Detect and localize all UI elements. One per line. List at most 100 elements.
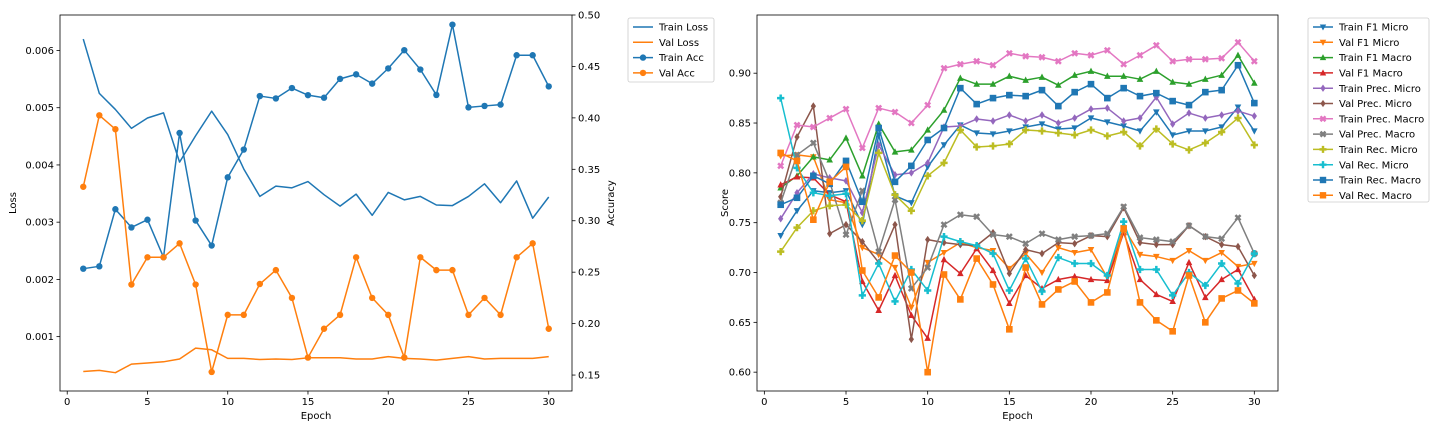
data-point	[1071, 233, 1079, 241]
data-point	[989, 281, 997, 288]
data-point	[793, 173, 801, 180]
data-point	[793, 208, 801, 215]
data-point	[1153, 109, 1160, 116]
data-point	[925, 159, 931, 167]
data-point	[1005, 233, 1013, 241]
x-axis-label: Epoch	[301, 411, 332, 422]
data-point	[1054, 236, 1062, 244]
data-point	[1218, 54, 1226, 62]
data-point	[304, 91, 312, 99]
y2-axis-label: Accuracy	[606, 180, 617, 226]
data-point	[1218, 86, 1225, 94]
data-point	[908, 335, 914, 344]
data-point	[842, 105, 850, 113]
data-point	[1071, 131, 1079, 139]
data-point	[288, 84, 296, 92]
data-point	[809, 207, 817, 215]
legend-label: Train Acc	[658, 53, 704, 64]
axes-frame	[756, 14, 1279, 392]
data-point	[793, 224, 801, 232]
data-point	[224, 174, 231, 181]
data-point	[1087, 299, 1095, 306]
legend-entry: Val Prec. Macro	[1313, 130, 1415, 141]
data-point	[1153, 89, 1160, 97]
data-point	[1104, 72, 1111, 79]
data-point	[940, 271, 948, 278]
data-point	[1087, 126, 1095, 134]
y-tick-label: 0.004	[25, 160, 54, 171]
data-point	[826, 202, 834, 210]
data-point	[1055, 119, 1061, 127]
data-point	[793, 194, 801, 202]
data-point	[859, 222, 866, 229]
data-point	[320, 325, 328, 332]
data-point	[1087, 246, 1095, 254]
data-point	[989, 61, 997, 69]
data-point	[1152, 236, 1160, 244]
legend-box	[1307, 17, 1430, 203]
data-point	[924, 126, 931, 133]
data-point	[1087, 275, 1095, 283]
data-point	[1087, 115, 1095, 122]
legend-label: Train Rec. Macro	[1338, 176, 1421, 187]
data-point	[1152, 125, 1160, 133]
y2-tick-label: 0.50	[578, 11, 600, 22]
data-point	[842, 134, 850, 141]
data-point	[1251, 112, 1257, 120]
data-point	[974, 115, 980, 123]
data-point	[891, 264, 899, 272]
data-point	[433, 266, 440, 274]
x-tick-label: 10	[921, 397, 934, 408]
data-point	[1054, 57, 1062, 65]
data-point	[481, 294, 488, 302]
data-point	[1218, 71, 1225, 78]
data-point	[1250, 57, 1258, 65]
x-tick-label: 25	[1166, 397, 1179, 408]
data-point	[1023, 245, 1029, 254]
data-point	[891, 271, 899, 279]
data-point	[320, 94, 328, 101]
data-point	[908, 169, 914, 177]
data-point	[956, 60, 964, 68]
y2-tick-label: 0.15	[578, 371, 600, 382]
y2-tick-label: 0.20	[578, 319, 600, 330]
data-point	[336, 311, 344, 319]
legend-swatch-marker	[1320, 99, 1326, 108]
data-point	[1169, 291, 1177, 300]
data-point	[859, 172, 866, 179]
data-point	[990, 117, 996, 125]
data-point	[128, 281, 135, 288]
data-point	[777, 94, 785, 102]
data-point	[891, 148, 899, 155]
legend-entry: Train F1 Macro	[1313, 53, 1412, 64]
x-tick-label: 15	[302, 397, 315, 408]
data-point	[793, 157, 801, 165]
y-tick-label: 0.001	[25, 332, 54, 343]
data-point	[842, 190, 850, 198]
data-point	[875, 149, 883, 157]
data-point	[1201, 233, 1209, 241]
data-point	[1185, 258, 1193, 266]
data-point	[1103, 230, 1111, 238]
data-point	[1218, 295, 1225, 302]
data-point	[1251, 79, 1258, 86]
data-point	[545, 325, 552, 332]
data-point	[112, 206, 119, 213]
data-point	[1054, 253, 1062, 262]
data-point	[1104, 119, 1111, 126]
data-point	[1104, 276, 1111, 284]
data-point	[940, 249, 948, 257]
data-point	[1120, 60, 1128, 68]
data-point	[1169, 328, 1176, 335]
data-point	[777, 232, 784, 240]
data-point	[1153, 290, 1160, 298]
data-point	[1087, 80, 1095, 88]
data-point	[1153, 317, 1160, 324]
y-tick-label: 0.75	[729, 218, 751, 229]
data-point	[1251, 300, 1258, 307]
data-point	[1022, 264, 1029, 271]
data-point	[827, 229, 833, 238]
data-point	[956, 211, 964, 219]
